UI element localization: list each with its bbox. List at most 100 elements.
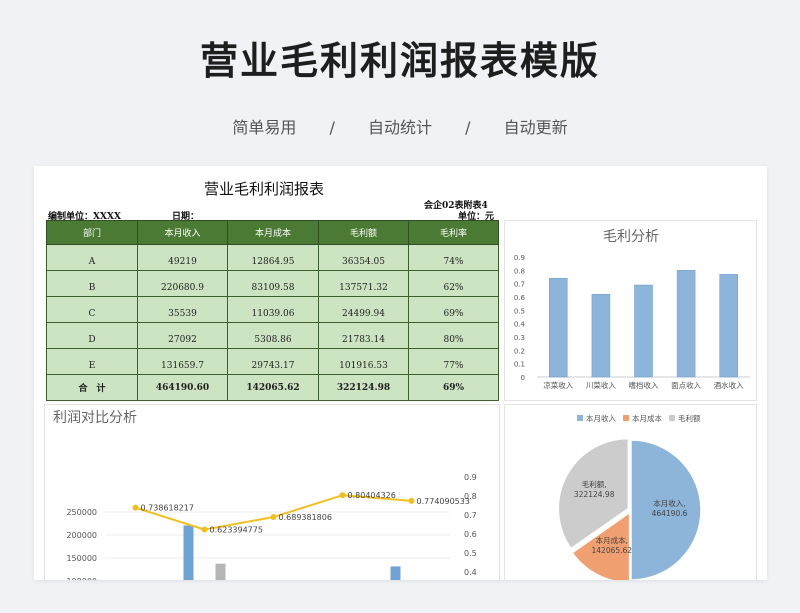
column-header: 部门 (46, 220, 138, 245)
column-header: 毛利率 (408, 220, 499, 245)
table-row: A 49219 12864.95 36354.05 74% (46, 244, 499, 271)
feature-tags: 简单易用 / 自动统计 / 自动更新 (0, 114, 800, 138)
y2-tick-label: 0.4 (464, 568, 477, 577)
x-tick-label: 嗜档收入 (629, 380, 659, 390)
slice-label: 本月成本, 142065.62 (592, 535, 633, 555)
legend-swatch (623, 415, 629, 421)
table-cell[interactable]: 137571.32 (318, 270, 409, 297)
legend-swatch (669, 415, 675, 421)
table-cell[interactable]: 74% (408, 244, 499, 271)
y-tick-label: 0.7 (514, 281, 525, 289)
total-cell[interactable]: 322124.98 (318, 374, 409, 401)
total-cell[interactable]: 69% (408, 374, 499, 401)
table-cell[interactable]: 24499.94 (318, 296, 409, 323)
form-code: 会企02表附表4 (424, 201, 488, 211)
table-cell[interactable]: 5308.86 (227, 322, 319, 349)
date-label: 日期： (172, 212, 200, 222)
point-label: 0.774090533 (417, 497, 470, 506)
table-cell[interactable]: 131659.7 (137, 348, 228, 375)
line-point (339, 492, 346, 499)
table-cell[interactable]: 80% (408, 322, 499, 349)
pie-panel: 本月收入 本月成本 毛利额 本月收入, 464190.6 本月成本, 142065.62 毛利… (504, 404, 757, 580)
y-tick-label: 100000 (66, 577, 97, 580)
table-cell[interactable]: 12864.95 (227, 244, 319, 271)
y-tick-label: 0.2 (514, 347, 525, 355)
table-cell[interactable]: 36354.05 (318, 244, 409, 271)
y-tick-label: 150000 (66, 554, 97, 563)
bar (215, 563, 226, 580)
pie-slice (557, 437, 630, 550)
tag-easy: 简单易用 (232, 118, 297, 137)
x-tick-label: 川菜收入 (586, 380, 616, 390)
column-header: 本月成本 (227, 220, 319, 245)
table-row: C 35539 11039.06 24499.94 69% (46, 296, 499, 323)
table-cell[interactable]: 220680.9 (137, 270, 228, 297)
legend-label: 本月成本 (632, 413, 662, 423)
line-point (201, 526, 208, 533)
total-cell[interactable]: 合 计 (46, 374, 138, 401)
legend-swatch (577, 415, 583, 421)
table-cell[interactable]: 11039.06 (227, 296, 319, 323)
table-row: E 131659.7 29743.17 101916.53 77% (46, 348, 499, 375)
y-tick-label: 0.3 (514, 334, 525, 342)
table-row: D 27092 5308.86 21783.14 80% (46, 322, 499, 349)
x-tick-label: 面点收入 (671, 380, 701, 390)
bar (591, 294, 611, 378)
point-label: 0.689381806 (279, 513, 332, 522)
y-tick-label: 0.6 (514, 294, 526, 302)
table-cell[interactable]: B (46, 270, 138, 297)
table-cell[interactable]: 35539 (137, 296, 228, 323)
point-label: 0.623394775 (210, 526, 263, 535)
table-cell[interactable]: D (46, 322, 138, 349)
y-tick-label: 0.9 (514, 254, 525, 262)
table-cell[interactable]: 27092 (137, 322, 228, 349)
pie-slice (571, 511, 631, 580)
tag-auto-stats: 自动统计 (367, 118, 432, 137)
profit-table: 部门 本月收入 本月成本 毛利额 毛利率 A 49219 12864.95 36354.05 7… (46, 220, 499, 401)
page-headline: 营业毛利利润报表模版 (199, 39, 600, 83)
table-cell[interactable]: 83109.58 (227, 270, 319, 297)
table-cell[interactable]: 49219 (137, 244, 228, 271)
table-cell[interactable]: 62% (408, 270, 499, 297)
table-cell[interactable]: C (46, 296, 138, 323)
profit-compare-chart: 利润对比分析500001000001500002000002500000.30.… (53, 410, 477, 580)
y-tick-label: 0.4 (514, 321, 526, 329)
slice-label: 本月收入, 464190.6 (652, 498, 688, 518)
y-tick-label: 0.5 (514, 307, 525, 315)
pie-slice (630, 439, 702, 580)
y-tick-label: 250000 (66, 508, 97, 517)
y-tick-label: 0.1 (514, 361, 525, 369)
line-point (270, 514, 277, 521)
spreadsheet-preview: 营业毛利利润报表 会企02表附表4 编制单位：XXXX 日期： 单位：元 部门本… (34, 166, 767, 580)
y2-tick-label: 0.9 (464, 473, 477, 482)
y-tick-label: 0.8 (514, 267, 525, 275)
total-cell[interactable]: 464190.60 (137, 374, 228, 401)
point-label: 0.80404326 (348, 491, 396, 500)
bar (719, 274, 738, 378)
gross-margin-panel: 毛利分析 0 0.1 0.2 0.3 0.4 0.5 0.6 0.7 0.8 0.9 凉菜收入 川菜收入… (504, 220, 757, 401)
y2-tick-label: 0.7 (464, 511, 477, 520)
total-row: 合 计 464190.60 142065.62 322124.98 69% (46, 374, 499, 401)
bar (549, 278, 568, 378)
column-header: 本月收入 (137, 220, 228, 245)
table-cell[interactable]: 29743.17 (227, 348, 319, 375)
legend-label: 毛利额 (678, 413, 701, 423)
bar (390, 566, 401, 580)
table-cell[interactable]: 77% (408, 348, 499, 375)
table-cell[interactable]: E (46, 348, 138, 375)
table-row: B 220680.9 83109.58 137571.32 62% (46, 270, 499, 297)
y-tick-label: 0 (521, 374, 525, 382)
table-cell[interactable]: 69% (408, 296, 499, 323)
bar (183, 525, 194, 580)
point-label: 0.738618217 (141, 504, 194, 513)
table-cell[interactable]: A (46, 244, 138, 271)
report-title: 营业毛利利润报表 (204, 180, 325, 198)
tag-separator: / (329, 118, 335, 137)
table-cell[interactable]: 21783.14 (318, 322, 409, 349)
table-cell[interactable]: 101916.53 (318, 348, 409, 375)
tag-auto-update: 自动更新 (503, 118, 568, 137)
total-cell[interactable]: 142065.62 (227, 374, 319, 401)
line-point (408, 497, 415, 504)
legend-label: 本月收入 (586, 413, 616, 423)
